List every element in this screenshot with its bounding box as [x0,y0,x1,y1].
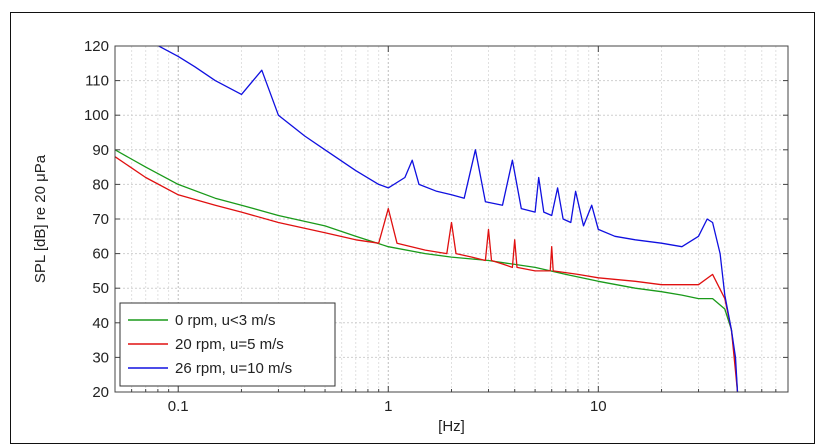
series-line-2 [115,156,739,392]
y-tick-label: 50 [92,280,109,297]
y-tick-label: 20 [92,384,109,401]
legend: 0 rpm, u<3 m/s 20 rpm, u=5 m/s 26 rpm, u=1… [119,302,336,387]
y-tick-label: 80 [92,176,109,193]
figure-frame: 20 30 40 50 60 70 80 90 100 110 120 0.1 1 10 [Hz] SPL… [10,12,815,444]
y-tick-label: 120 [84,38,109,55]
y-tick-label: 30 [92,349,109,366]
legend-label: 26 rpm, u=10 m/s [175,360,292,377]
y-tick-label: 90 [92,142,109,159]
x-tick-label: 1 [384,398,392,415]
y-axis-label: SPL [dB] re 20 μPa [32,154,49,283]
legend-label: 20 rpm, u=5 m/s [175,336,284,353]
y-tick-label: 60 [92,246,109,263]
x-tick-label: 0.1 [168,398,189,415]
y-tick-label: 100 [84,107,109,124]
series-line-3 [157,46,739,392]
x-axis-label: [Hz] [438,418,465,435]
y-tick-label: 70 [92,211,109,228]
y-tick-label: 40 [92,315,109,332]
series-group [115,46,739,392]
series-line-1 [115,149,739,392]
legend-label: 0 rpm, u<3 m/s [175,312,275,329]
x-tick-label: 10 [590,398,607,415]
y-tick-label: 110 [85,73,109,90]
